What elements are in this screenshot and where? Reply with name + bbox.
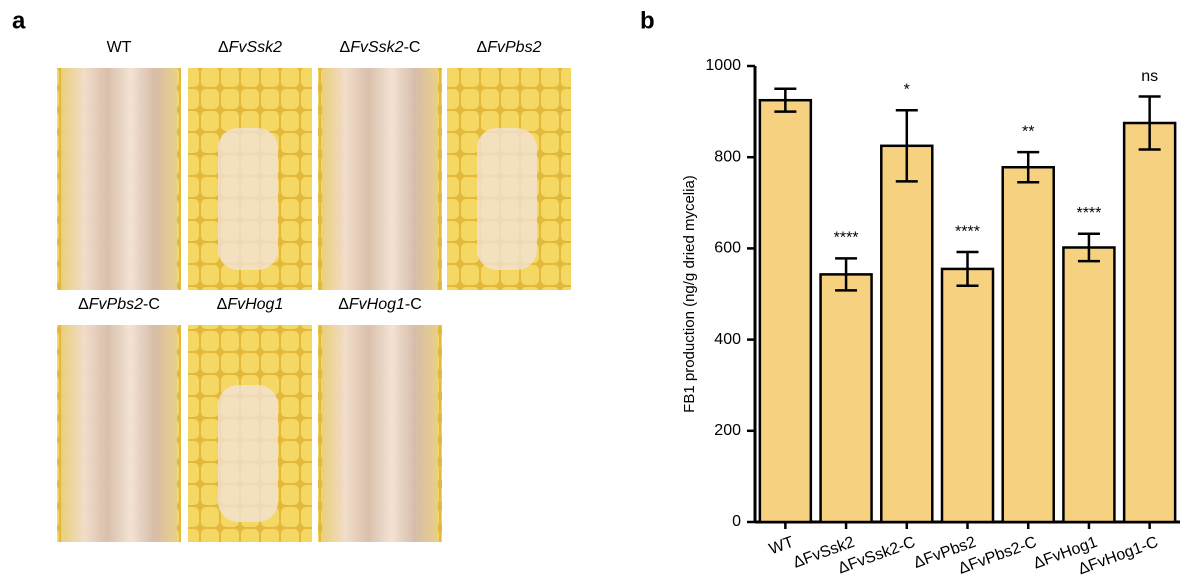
label-part: WT: [107, 39, 132, 56]
label-part: -C: [405, 296, 422, 313]
y-tick-label: 200: [714, 422, 741, 439]
mycelium: [61, 68, 177, 290]
label-part: FvPbs2: [487, 39, 541, 56]
bar: [1001, 165, 1055, 524]
panel-label: a: [12, 7, 26, 34]
mycelium: [218, 128, 278, 270]
photo-label: ΔFvSsk2-C: [340, 39, 421, 56]
error-bar: [835, 257, 858, 292]
mycelium: [322, 325, 438, 542]
label-part: FvSsk2: [350, 39, 403, 56]
label-part: -C: [143, 296, 160, 313]
significance: ****: [1076, 205, 1101, 222]
mycelium: [61, 325, 177, 542]
y-tick-label: 800: [714, 148, 741, 165]
photo-label: ΔFvHog1-C: [338, 296, 422, 313]
error-bar: [1017, 150, 1040, 184]
significance: ns: [1141, 68, 1158, 85]
label-part: Δ: [340, 39, 351, 56]
y-tick-label: 400: [714, 331, 741, 348]
label-part: FvSsk2: [229, 39, 282, 56]
error-bar: [956, 250, 979, 288]
label-part: FvHog1: [349, 296, 405, 313]
significance: *: [904, 81, 910, 98]
photo-label: ΔFvSsk2: [218, 39, 282, 56]
y-tick-label: 600: [714, 240, 741, 257]
y-axis-label: FB1 production (ng/g dried mycelia): [681, 175, 698, 413]
photo-label: WT: [107, 39, 132, 56]
y-tick-label: 0: [732, 513, 741, 530]
photo-label: ΔFvHog1: [217, 296, 284, 313]
label-part: Δ: [338, 296, 349, 313]
label-part: -C: [404, 39, 421, 56]
chart: 02004006008001000WT****ΔFvSsk2*ΔFvSsk2-C…: [705, 57, 1180, 578]
label-part: FvPbs2: [89, 296, 143, 313]
bar: [880, 144, 934, 524]
panel-label: b: [640, 7, 655, 34]
label-part: Δ: [78, 296, 89, 313]
photo-label: ΔFvPbs2: [477, 39, 542, 56]
photo-label: ΔFvPbs2-C: [78, 296, 160, 313]
bar: [819, 273, 873, 524]
error-bar: [1138, 95, 1161, 151]
error-bar: [895, 108, 918, 183]
label-part: Δ: [217, 296, 228, 313]
label-part: Δ: [477, 39, 488, 56]
error-bar: [1077, 232, 1100, 263]
significance: ****: [955, 223, 980, 240]
mycelium: [322, 68, 438, 290]
error-bar: [774, 87, 797, 113]
label-part: Δ: [218, 39, 229, 56]
y-tick-label: 1000: [705, 57, 741, 74]
significance: **: [1022, 123, 1034, 140]
bar: [940, 267, 995, 524]
mycelium: [477, 128, 537, 270]
significance: ****: [834, 230, 859, 247]
mycelium: [218, 385, 278, 522]
bar: [1062, 246, 1116, 524]
bar: [1122, 121, 1177, 524]
bar: [758, 98, 813, 524]
label-part: FvHog1: [227, 296, 283, 313]
